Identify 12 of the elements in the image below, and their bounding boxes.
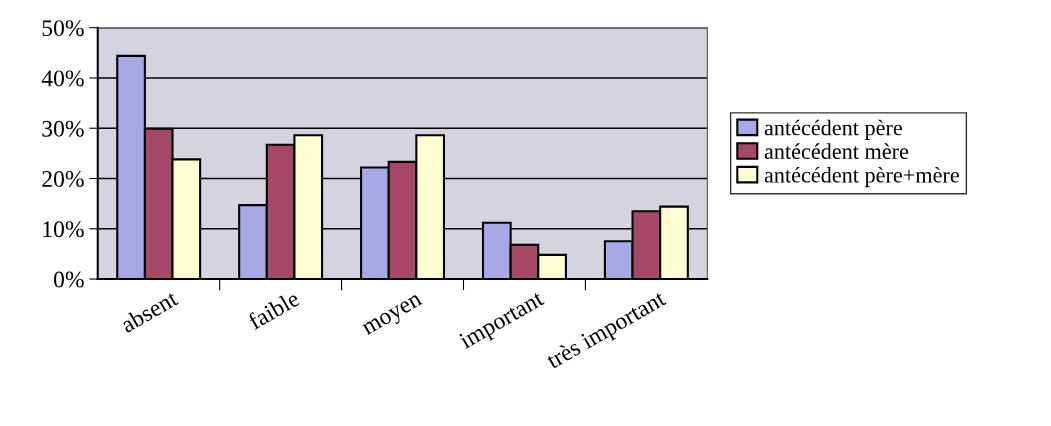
x-tick-label: absent [119, 289, 180, 334]
legend-label: antécédent père+mère [764, 166, 959, 188]
y-tick-label: 0% [53, 271, 84, 288]
y-tick-label: 20% [42, 170, 84, 187]
x-tick-label: faible [246, 289, 301, 330]
y-tick-label: 50% [42, 20, 84, 37]
y-tick-label: 40% [41, 70, 84, 87]
y-tick-label: 30% [42, 120, 84, 137]
legend-label: antécédent père [764, 119, 902, 140]
y-tick-label: 10% [43, 221, 84, 238]
legend-label: antécédent mère [764, 143, 909, 159]
x-tick-label: moyen [362, 293, 426, 340]
